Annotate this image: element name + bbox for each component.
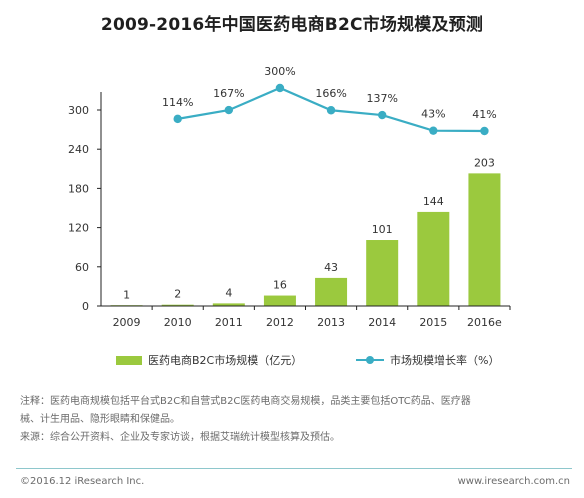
line-point	[480, 126, 489, 136]
bar-value-label: 1	[123, 288, 130, 301]
x-tick-label: 2013	[317, 316, 345, 329]
line-point	[173, 114, 182, 124]
copyright: ©2016.12 iResearch Inc.	[20, 476, 145, 487]
x-tick-label: 2015	[419, 316, 447, 329]
legend-bar-swatch	[116, 355, 142, 365]
line-point	[377, 110, 387, 120]
bar-value-label: 101	[372, 223, 393, 236]
bar-value-label: 144	[423, 195, 444, 208]
bar-value-label: 4	[225, 286, 232, 299]
y-tick-label: 0	[82, 300, 89, 313]
y-tick-label: 180	[68, 182, 89, 195]
source-line: 来源：综合公开资料、企业及专家访谈，根据艾瑞统计模型核算及预估。	[20, 432, 340, 443]
note-line: 注释：医药电商规模包括平台式B2C和自营式B2C医药电商交易规模，品类主要包括O…	[20, 396, 471, 407]
x-tick-label: 2012	[266, 316, 294, 329]
line-value-label: 300%	[264, 65, 295, 78]
line-series: 114% 167% 300% 166% 137% 43% 41%	[162, 65, 497, 136]
x-tick-label: 2010	[164, 316, 192, 329]
bar	[212, 303, 245, 306]
line-value-label: 43%	[421, 108, 445, 121]
legend-line-item: 市场规模增长率（%）	[356, 352, 499, 368]
bar-value-label: 16	[273, 279, 287, 292]
line-value-label: 114%	[162, 96, 193, 109]
line-value-label: 167%	[213, 87, 244, 100]
line-point	[275, 83, 285, 93]
bar-series: 1 2 4 16 43 101 144 203	[110, 156, 501, 306]
x-tick-label: 2011	[215, 316, 243, 329]
line-point	[429, 126, 438, 135]
y-tick-label: 240	[68, 143, 89, 156]
y-axis: 0 60 120 180 240 300	[68, 92, 102, 313]
legend-line-label: 市场规模增长率（%）	[390, 354, 500, 367]
y-tick-label: 120	[68, 222, 89, 235]
bar	[366, 240, 399, 306]
x-tick-label: 2014	[368, 316, 396, 329]
legend-line-swatch	[356, 355, 384, 365]
x-axis: 2009 2010 2011 2012 2013 2014 2015 2016e	[101, 305, 511, 329]
bar	[315, 277, 348, 306]
line-point	[224, 105, 234, 115]
notes: 注释：医药电商规模包括平台式B2C和自营式B2C医药电商交易规模，品类主要包括O…	[20, 393, 572, 447]
x-tick-label: 2009	[113, 316, 141, 329]
line-point	[326, 106, 336, 115]
bar	[417, 211, 450, 306]
x-tick-label: 2016e	[467, 316, 502, 329]
bar	[263, 295, 296, 306]
y-tick-label: 60	[75, 261, 89, 274]
note-line: 械、计生用品、隐形眼睛和保健品。	[20, 414, 180, 425]
bar-value-label: 203	[474, 156, 495, 169]
y-tick-label: 300	[68, 104, 89, 117]
line-value-label: 41%	[472, 108, 496, 121]
bar-value-label: 43	[324, 261, 338, 274]
line-value-label: 137%	[366, 92, 397, 105]
legend-bar-item: 医药电商B2C市场规模（亿元）	[116, 352, 302, 368]
chart-title: 2009-2016年中国医药电商B2C市场规模及预测	[100, 15, 484, 35]
footer-divider	[16, 468, 572, 469]
bar	[161, 304, 194, 306]
legend-bar-label: 医药电商B2C市场规模（亿元）	[148, 354, 303, 367]
chart-area: 0 60 120 180 240 300 1 2 4 16 43 101 144 203 2009 201…	[68, 65, 511, 329]
line-value-label: 166%	[315, 87, 346, 100]
bar	[468, 173, 501, 306]
website-url: www.iresearch.com.cn	[457, 476, 570, 487]
bar-value-label: 2	[174, 288, 181, 301]
